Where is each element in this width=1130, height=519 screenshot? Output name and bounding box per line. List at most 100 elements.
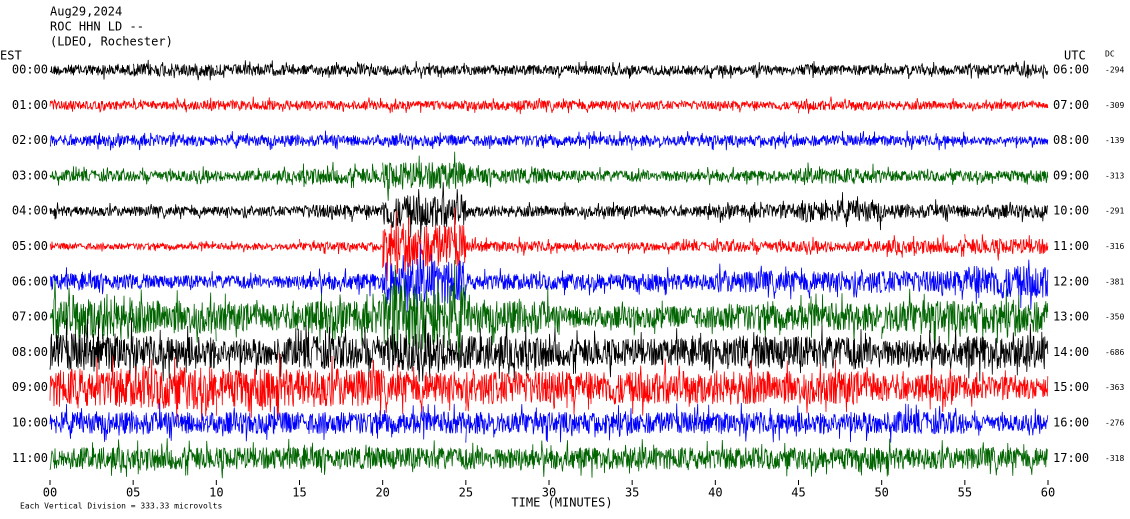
trace-segment [798,130,882,147]
trace-segment [714,131,799,151]
trace-segment [465,268,550,291]
trace-segment [465,164,550,188]
trace-segment [798,267,882,299]
trace-segment [714,402,799,443]
trace-segment [881,199,966,222]
trace-segment [881,130,966,151]
trace-segment [299,161,383,189]
x-tick-label: 40 [708,486,722,500]
est-label: 10:00 [12,416,48,430]
trace-segment [631,328,716,374]
trace-segment [881,234,966,258]
trace-segment [299,410,383,441]
est-label: 00:00 [12,63,48,77]
trace-segment [382,364,467,414]
trace-segment [132,131,217,151]
trace-segment [714,62,799,79]
est-label: 03:00 [12,168,48,182]
trace-segment [132,166,217,185]
trace-segment [382,207,467,282]
trace-segment [382,403,467,440]
trace-segment [382,151,467,201]
trace-segment [881,288,966,346]
trace-segment [798,162,882,186]
trace-segment [964,98,1049,112]
trace-segment [881,166,966,185]
trace-segment [964,408,1049,436]
trace-segment [881,368,966,413]
trace-segment [215,353,300,420]
trace-segment [714,200,799,223]
trace-segment [215,166,300,186]
trace-segment [132,59,217,81]
trace-segment [465,287,550,346]
trace-segment [215,60,300,78]
trace-segment [881,270,966,300]
right-axis-label: UTC [1064,49,1086,63]
trace-segment [964,290,1049,344]
trace-segment [382,98,467,114]
x-tick-label: 50 [874,486,888,500]
trace-segment [465,369,550,412]
trace-segment [299,97,383,112]
trace-segment [964,259,1049,310]
est-label: 04:00 [12,204,48,218]
trace-segment [714,301,799,337]
trace-segment [964,136,1049,149]
trace-segment [631,99,716,112]
trace-segment [49,439,134,477]
left-axis-label: EST [0,49,22,63]
est-label: 01:00 [12,98,48,112]
utc-label: 14:00 [1053,345,1089,359]
trace-segment [215,240,300,253]
trace-segment [382,61,467,79]
trace-segment [215,205,300,219]
trace-segment [548,239,633,255]
trace-segment [132,203,217,220]
trace-segment [964,169,1049,186]
dc-value: -316 [1105,242,1124,251]
trace-segment [548,166,633,183]
x-tick-label: 10 [209,486,223,500]
trace-segment [548,301,633,336]
trace-segment [215,438,300,479]
trace-segment [881,438,966,477]
trace-segment [548,327,633,378]
x-tick-label: 00 [43,486,57,500]
trace-segment [382,440,467,473]
trace-segment [132,271,217,291]
dc-value: -313 [1105,171,1124,180]
trace-segment [465,404,550,443]
trace-segment [631,203,716,220]
trace-segment [714,360,799,405]
x-tick-label: 25 [459,486,473,500]
x-tick-label: 55 [958,486,972,500]
trace-segment [798,293,882,342]
trace-segment [631,439,716,472]
trace-segment [548,131,633,151]
trace-segment [881,97,966,111]
trace-segment [548,270,633,296]
est-label: 06:00 [12,274,48,288]
utc-label: 16:00 [1053,416,1089,430]
trace-segment [49,403,134,442]
trace-segment [465,64,550,76]
trace-segment [299,324,383,378]
trace-segment [382,132,467,150]
utc-label: 10:00 [1053,204,1089,218]
trace-segment [215,96,300,112]
trace-segment [49,132,134,151]
dc-label: DC [1105,50,1115,59]
dc-value: -309 [1105,101,1124,110]
trace-segment [798,325,882,374]
trace-segment [299,238,383,255]
trace-segment [714,439,799,477]
dc-value: -381 [1105,277,1124,286]
trace-segment [132,357,217,425]
dc-value: -276 [1105,419,1124,428]
dc-value: -291 [1105,207,1124,216]
trace-segment [215,328,300,377]
title-line: (LDEO, Rochester) [50,35,173,49]
x-tick-label: 45 [791,486,805,500]
